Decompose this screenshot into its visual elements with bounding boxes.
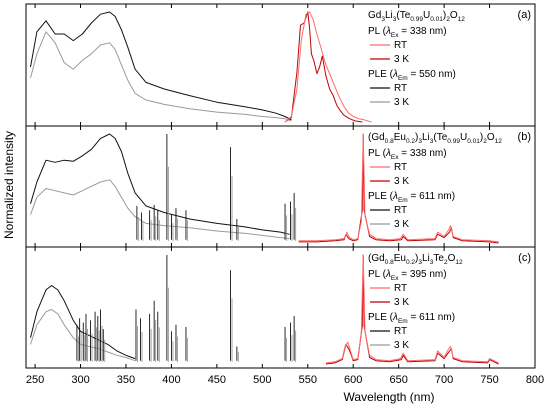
series-line-ple-rt (30, 11, 292, 121)
legend-label-pl-rt: RT (394, 162, 407, 173)
panel-curves (30, 133, 499, 244)
y-axis-label: Normalized intensity (2, 131, 16, 239)
legend-label-ple-rt: RT (394, 326, 407, 337)
x-tick-label: 400 (162, 374, 180, 386)
legend-label-pl-3k: 3 K (394, 176, 409, 187)
panel-curves (30, 254, 499, 365)
panel-label: (b) (518, 131, 531, 143)
legend-label-ple-rt: RT (394, 205, 407, 216)
legend-pl-title: PL (λEx = 338 nm) (368, 26, 447, 39)
legend-label-ple-3k: 3 K (394, 219, 409, 230)
legend-pl-title: PL (λEx = 338 nm) (368, 148, 447, 161)
x-tick-label: 250 (26, 374, 44, 386)
panels: (a) Gd3Li3(Te0.99U0.01)2O12 PL (λEx = 338 … (25, 3, 536, 369)
legend-ple-title: PLE (λEm = 611 nm) (368, 191, 455, 204)
x-tick-label: 500 (253, 374, 271, 386)
panel-frame (25, 246, 536, 369)
legend-label-pl-3k: 3 K (394, 297, 409, 308)
legend-label-pl-3k: 3 K (394, 54, 409, 65)
series-line-ple-3k (30, 31, 292, 122)
legend-pl-title: PL (λEx = 395 nm) (368, 269, 447, 282)
panel-c: (c) (Gd0.8Eu0.2)3Li3Te2O12 PL (λEx = 395 n… (25, 246, 536, 369)
x-tick-label: 550 (299, 374, 317, 386)
legend-formula: (Gd0.8Eu0.2)3Li3Te2O12 (368, 253, 463, 266)
x-axis-label: Wavelength (nm) (344, 390, 435, 404)
x-tick-label: 300 (71, 374, 89, 386)
panel-label: (c) (518, 252, 531, 264)
legend-formula: Gd3Li3(Te0.99U0.01)2O12 (368, 10, 465, 23)
x-tick-label: 750 (480, 374, 498, 386)
legend-ple-title: PLE (λEm = 550 nm) (368, 69, 456, 82)
series-line-pl-3k (284, 11, 363, 123)
panel-label: (a) (518, 9, 531, 21)
legend-formula: (Gd0.8Eu0.2)3Li3(Te0.99U0.01)2O12 (368, 132, 502, 145)
x-tick-label: 450 (208, 374, 226, 386)
legend-label-ple-3k: 3 K (394, 97, 409, 108)
series-line-pl-rt (298, 133, 499, 243)
x-tick-label: 800 (526, 374, 544, 386)
x-tick-label: 650 (389, 374, 407, 386)
series-line-pl-rt (325, 254, 499, 364)
panel-a: (a) Gd3Li3(Te0.99U0.01)2O12 PL (λEx = 338 … (25, 3, 536, 127)
legend-ple-title: PLE (λEm = 611 nm) (368, 312, 455, 325)
legend-label-pl-rt: RT (394, 283, 407, 294)
legend-label-ple-3k: 3 K (394, 340, 409, 351)
x-axis-ticks: 250 300 350 400 450 500 550 600 650 700 750 800 (26, 4, 544, 386)
panel-curves (30, 11, 372, 123)
series-line-pl-rt (284, 11, 372, 123)
x-tick-label: 700 (435, 374, 453, 386)
x-tick-label: 600 (344, 374, 362, 386)
legend-label-ple-rt: RT (394, 83, 407, 94)
legend-label-pl-rt: RT (394, 40, 407, 51)
x-tick-label: 350 (117, 374, 135, 386)
